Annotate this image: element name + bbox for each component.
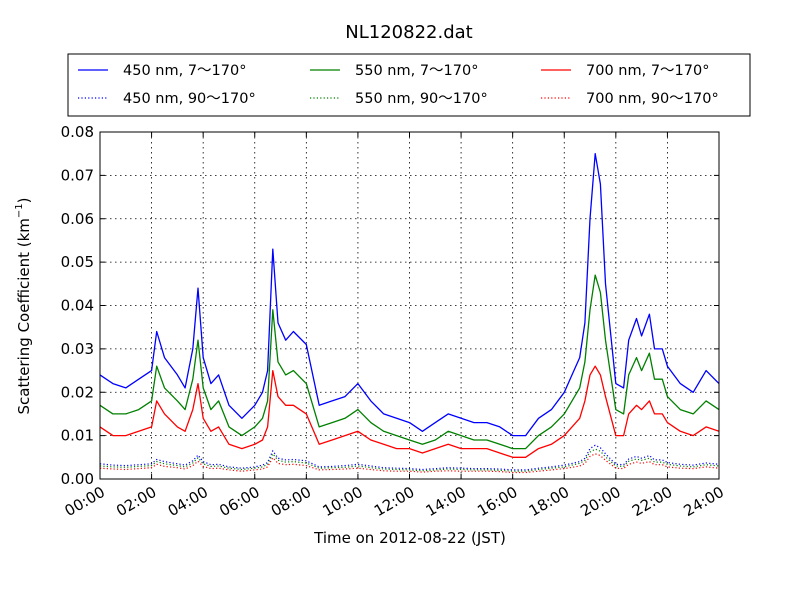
x-tick-label: 02:00 [113, 483, 159, 520]
y-tick-label: 0.00 [61, 470, 94, 488]
x-tick-label: 22:00 [629, 483, 675, 520]
x-tick-label: 16:00 [474, 483, 520, 520]
x-tick-label: 06:00 [216, 483, 262, 520]
x-tick-label: 04:00 [165, 483, 211, 520]
x-axis-label: Time on 2012-08-22 (JST) [313, 529, 506, 547]
x-tick-label: 18:00 [526, 483, 572, 520]
legend-label: 550 nm, 7～170° [355, 63, 478, 79]
y-tick-label: 0.03 [61, 340, 94, 358]
y-axis-label: Scattering Coefficient (km−1) [14, 197, 33, 414]
x-tick-label: 10:00 [319, 483, 365, 520]
plot-lines [99, 153, 720, 474]
x-tick-label: 12:00 [371, 483, 417, 520]
y-tick-label: 0.04 [61, 297, 94, 315]
x-tick-labels: 00:00 02:00 04:00 06:00 08:00 10:00 12:00 14:00… [62, 483, 727, 520]
y-tick-label: 0.06 [61, 210, 94, 228]
y-tick-label: 0.05 [61, 253, 94, 271]
x-tick-label: 00:00 [62, 483, 108, 520]
legend-frame [67, 53, 751, 117]
y-tick-labels: 0.00 0.01 0.02 0.03 0.04 0.05 0.06 0.07 0.08 [61, 123, 94, 488]
y-tick-label: 0.02 [61, 383, 94, 401]
y-tick-label: 0.07 [61, 166, 94, 184]
legend-label: 450 nm, 7～170° [123, 63, 246, 79]
x-tick-label: 20:00 [577, 483, 623, 520]
y-axis-label-main: Scattering Coefficient (km [15, 218, 33, 414]
y-tick-label: 0.01 [61, 427, 94, 445]
x-tick-label: 14:00 [423, 483, 469, 520]
legend: 450 nm, 7～170° 550 nm, 7～170° 700 nm, 7～17… [67, 53, 751, 117]
legend-label: 700 nm, 7～170° [586, 63, 709, 79]
y-tick-label: 0.08 [61, 123, 94, 141]
legend-label: 550 nm, 90～170° [355, 91, 488, 107]
legend-label: 700 nm, 90～170° [586, 91, 719, 107]
x-tick-label: 08:00 [268, 483, 314, 520]
ticks [99, 131, 720, 480]
series-line [99, 453, 720, 474]
series-line [99, 274, 720, 450]
x-tick-label: 24:00 [681, 483, 727, 520]
series-line [99, 365, 720, 458]
y-axis-label-end: ) [15, 197, 33, 203]
y-axis-label-sup: −1 [14, 203, 25, 218]
series-line [99, 444, 720, 471]
series-line [99, 448, 720, 472]
series-line [99, 153, 720, 437]
legend-label: 450 nm, 90～170° [123, 91, 256, 107]
chart-title: NL120822.dat [345, 22, 472, 43]
